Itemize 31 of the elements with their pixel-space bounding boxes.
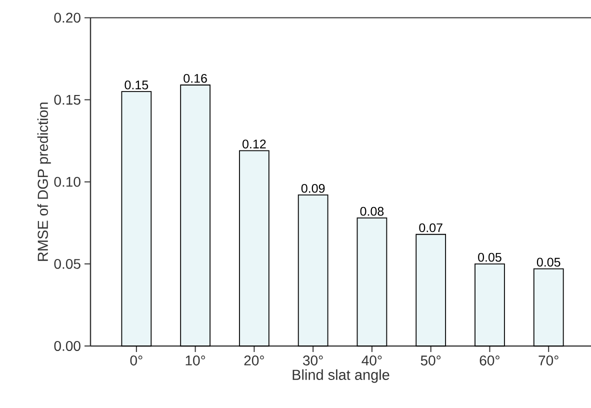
data-label: 0.08	[360, 206, 384, 216]
x-tick-label: 40°	[362, 356, 382, 366]
x-axis-title: Blind slat angle	[292, 369, 390, 383]
x-tick-label: 0°	[130, 356, 142, 366]
bar	[474, 263, 505, 346]
x-tick-label: 70°	[538, 356, 558, 366]
x-tick-label: 20°	[244, 356, 264, 366]
data-label: 0.05	[478, 252, 502, 262]
x-tick-label: 50°	[420, 356, 441, 366]
bar	[239, 150, 270, 346]
bar	[180, 84, 210, 346]
data-label: 0.15	[124, 80, 148, 90]
y-tick-label: 0.20	[54, 12, 80, 23]
data-label: 0.09	[301, 184, 325, 193]
bar	[533, 268, 564, 346]
x-tick-label: 10°	[186, 356, 206, 366]
bar	[356, 218, 388, 346]
y-tick-label: 0.00	[54, 341, 80, 351]
bar	[416, 234, 446, 346]
data-label: 0.05	[536, 258, 560, 267]
bar	[121, 91, 152, 346]
y-tick-label: 0.05	[54, 258, 80, 269]
data-label: 0.07	[419, 223, 442, 232]
y-tick-label: 0.10	[54, 176, 80, 187]
y-tick-label: 0.15	[54, 94, 80, 105]
bar	[298, 194, 328, 346]
data-label: 0.16	[184, 74, 207, 83]
data-label: 0.12	[242, 140, 266, 148]
x-tick-label: 30°	[303, 356, 323, 366]
x-tick-label: 60°	[480, 356, 500, 366]
y-axis-title: RMSE of DGP prediction	[37, 102, 51, 261]
